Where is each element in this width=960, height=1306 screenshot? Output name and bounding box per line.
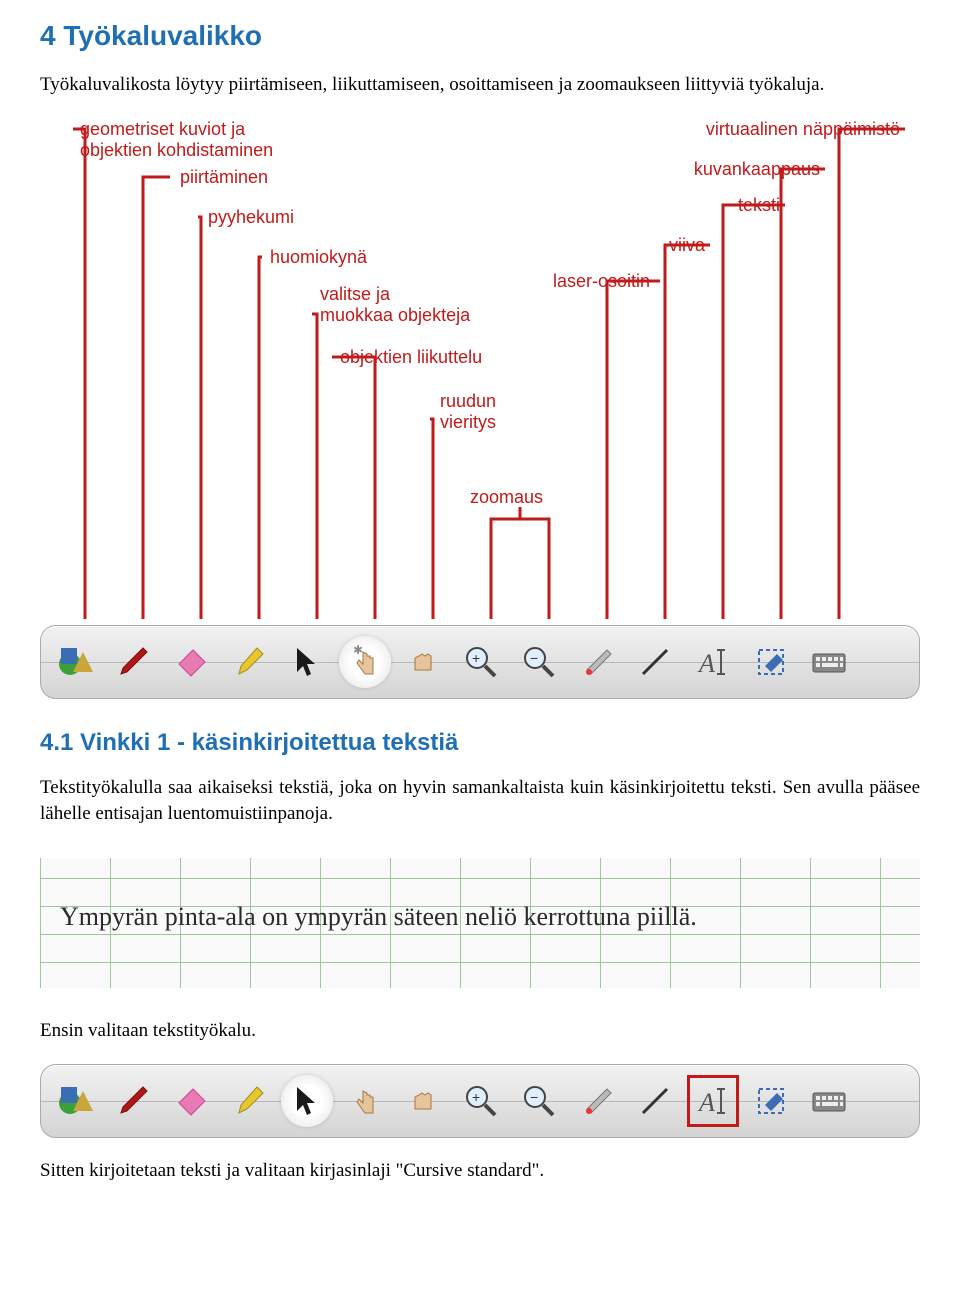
tool-zoom-out[interactable]: −: [513, 636, 565, 688]
pointer-hand-icon: ✱: [345, 642, 385, 682]
tool-text[interactable]: A: [687, 636, 739, 688]
tool-eraser[interactable]: [165, 636, 217, 688]
laser-icon: [577, 642, 617, 682]
tool-grab-hand[interactable]: [397, 1075, 449, 1127]
zoom-out-icon: −: [519, 642, 559, 682]
tool-eraser[interactable]: [165, 1075, 217, 1127]
svg-text:−: −: [530, 1089, 538, 1105]
tool-capture[interactable]: [745, 636, 797, 688]
zoom-out-icon: −: [519, 1081, 559, 1121]
intro-paragraph: Työkaluvalikosta löytyy piirtämiseen, li…: [40, 72, 920, 99]
tool-laser[interactable]: [571, 1075, 623, 1127]
toolbar-1: ✱ + − A: [40, 625, 920, 699]
highlighter-icon: [229, 642, 269, 682]
select-icon: [287, 642, 327, 682]
toolbar-2: + − A: [40, 1064, 920, 1138]
tool-capture[interactable]: [745, 1075, 797, 1127]
line-icon: [635, 1081, 675, 1121]
step1-paragraph: Ensin valitaan tekstityökalu.: [40, 1018, 920, 1045]
tip1-paragraph: Tekstityökalulla saa aikaiseksi tekstiä,…: [40, 775, 920, 828]
tool-line[interactable]: [629, 1075, 681, 1127]
tool-pen[interactable]: [107, 1075, 159, 1127]
svg-text:A: A: [697, 1088, 715, 1117]
zoom-in-icon: +: [461, 1081, 501, 1121]
eraser-icon: [171, 1081, 211, 1121]
svg-text:+: +: [472, 650, 480, 666]
tool-select[interactable]: [281, 1075, 333, 1127]
tool-keyboard[interactable]: [803, 636, 855, 688]
toolbar-1-wrap: ✱ + − A: [40, 625, 920, 699]
keyboard-icon: [809, 642, 849, 682]
line-icon: [635, 642, 675, 682]
tool-zoom-out[interactable]: −: [513, 1075, 565, 1127]
tool-keyboard[interactable]: [803, 1075, 855, 1127]
tool-pointer-hand[interactable]: ✱: [339, 636, 391, 688]
shapes-icon: [55, 642, 95, 682]
svg-text:−: −: [530, 650, 538, 666]
laser-icon: [577, 1081, 617, 1121]
svg-text:+: +: [472, 1089, 480, 1105]
shapes-icon: [55, 1081, 95, 1121]
svg-text:✱: ✱: [353, 643, 363, 657]
tool-pointer-hand[interactable]: [339, 1075, 391, 1127]
subsection-heading: 4.1 Vinkki 1 - käsinkirjoitettua tekstiä: [40, 729, 920, 757]
capture-icon: [751, 1081, 791, 1121]
section-heading: 4 Työkaluvalikko: [40, 20, 920, 52]
toolbar-callout-diagram: geometriset kuviot ja objektien kohdista…: [40, 119, 920, 699]
pointer-hand-icon: [345, 1081, 385, 1121]
text-icon: A: [693, 642, 733, 682]
tool-text[interactable]: A: [687, 1075, 739, 1127]
svg-text:A: A: [697, 649, 715, 678]
keyboard-icon: [809, 1081, 849, 1121]
capture-icon: [751, 642, 791, 682]
tool-highlighter[interactable]: [223, 1075, 275, 1127]
tool-zoom-in[interactable]: +: [455, 636, 507, 688]
zoom-in-icon: +: [461, 642, 501, 682]
tool-highlighter[interactable]: [223, 636, 275, 688]
tool-zoom-in[interactable]: +: [455, 1075, 507, 1127]
cursive-text: Ympyrän pinta-ala on ympyrän säteen neli…: [60, 902, 697, 932]
tool-grab-hand[interactable]: [397, 636, 449, 688]
tool-select[interactable]: [281, 636, 333, 688]
pen-icon: [113, 642, 153, 682]
step2-paragraph: Sitten kirjoitetaan teksti ja valitaan k…: [40, 1158, 920, 1185]
tool-line[interactable]: [629, 636, 681, 688]
select-icon: [287, 1081, 327, 1121]
grab-hand-icon: [403, 642, 443, 682]
text-icon: A: [693, 1081, 733, 1121]
grab-hand-icon: [403, 1081, 443, 1121]
tool-shapes[interactable]: [49, 636, 101, 688]
highlighter-icon: [229, 1081, 269, 1121]
tool-pen[interactable]: [107, 636, 159, 688]
eraser-icon: [171, 642, 211, 682]
pen-icon: [113, 1081, 153, 1121]
cursive-sample: Ympyrän pinta-ala on ympyrän säteen neli…: [40, 858, 920, 988]
callout-lines: [40, 119, 920, 619]
tool-shapes[interactable]: [49, 1075, 101, 1127]
tool-laser[interactable]: [571, 636, 623, 688]
toolbar-2-wrap: + − A: [40, 1064, 920, 1138]
